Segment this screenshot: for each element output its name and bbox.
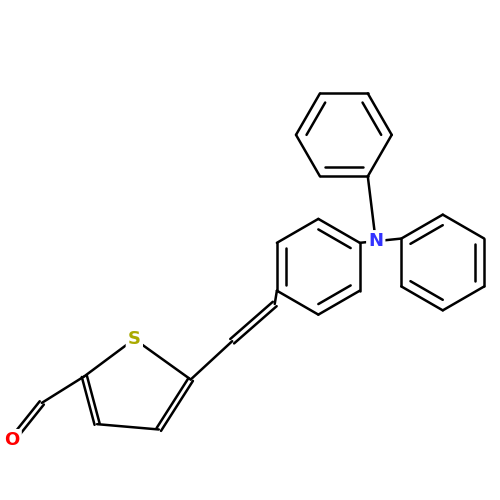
Text: S: S xyxy=(128,330,141,348)
Text: O: O xyxy=(4,431,20,449)
Text: N: N xyxy=(368,232,384,250)
